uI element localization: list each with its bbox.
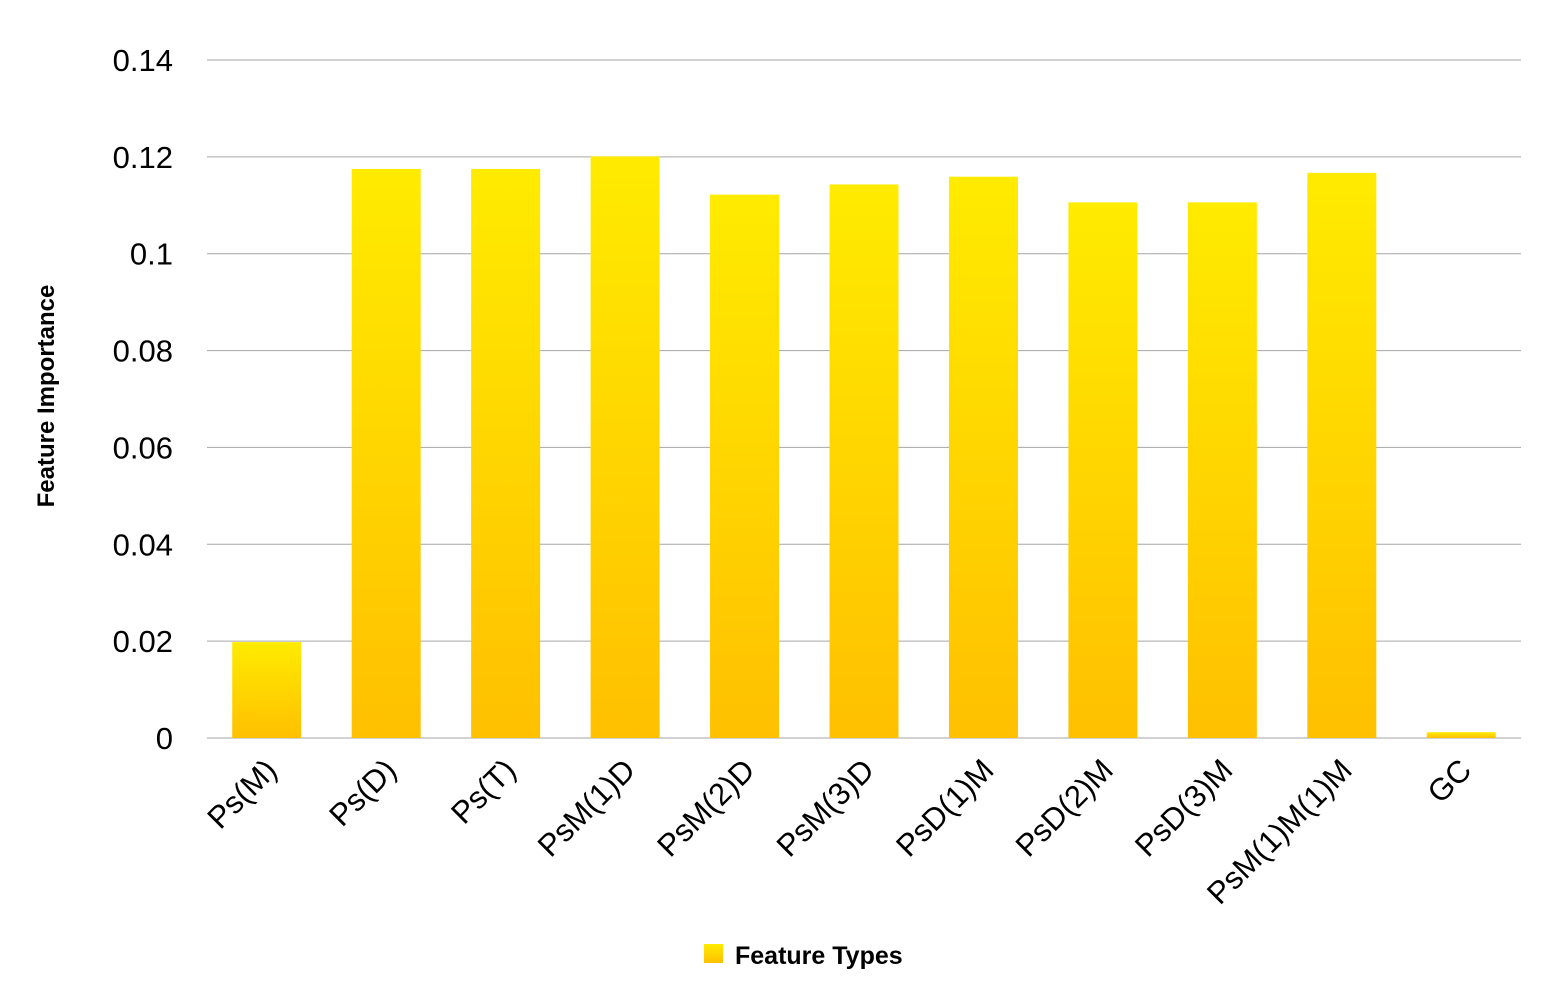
y-tick-label: 0.04 (113, 527, 173, 562)
y-tick-label: 0.02 (113, 624, 173, 659)
y-axis-tick-labels: 0 0.02 0.04 0.06 0.08 0.1 0.12 0.14 (113, 43, 173, 756)
x-category-label: Ps(T) (444, 752, 522, 830)
x-category-label: PsM(2)D (650, 752, 761, 863)
y-tick-label: 0.08 (113, 334, 173, 369)
x-category-label: GC (1421, 752, 1479, 810)
y-tick-label: 0.06 (113, 430, 173, 465)
bar (232, 642, 302, 738)
bar (710, 194, 780, 739)
bar (948, 176, 1018, 738)
x-category-label: Ps(D) (322, 752, 403, 833)
x-category-label: PsM(1)D (531, 752, 642, 863)
x-category-label: PsD(3)M (1128, 752, 1239, 863)
legend: Feature Types (704, 942, 903, 970)
bar (1068, 202, 1138, 738)
legend-label: Feature Types (735, 942, 903, 970)
legend-swatch (704, 944, 723, 963)
bar (1426, 732, 1496, 738)
y-tick-label: 0.14 (113, 43, 173, 78)
y-tick-label: 0.12 (113, 140, 173, 175)
bar (829, 184, 899, 738)
x-axis-category-labels: Ps(M) Ps(D) Ps(T) PsM(1)D PsM(2)D PsM(3)D PsD(… (200, 752, 1478, 911)
x-category-label: Ps(M) (200, 752, 283, 835)
y-tick-label: 0.1 (130, 237, 173, 272)
bar (351, 168, 421, 738)
bar (471, 168, 541, 738)
bars (232, 156, 1496, 739)
x-category-label: PsD(1)M (889, 752, 1000, 863)
x-category-label: PsM(3)D (770, 752, 881, 863)
bar (1187, 202, 1257, 738)
bar (590, 156, 660, 738)
x-category-label: PsD(2)M (1009, 752, 1120, 863)
y-axis-title: Feature Importance (33, 285, 60, 508)
bar (1307, 172, 1377, 739)
y-tick-label: 0 (156, 721, 173, 756)
